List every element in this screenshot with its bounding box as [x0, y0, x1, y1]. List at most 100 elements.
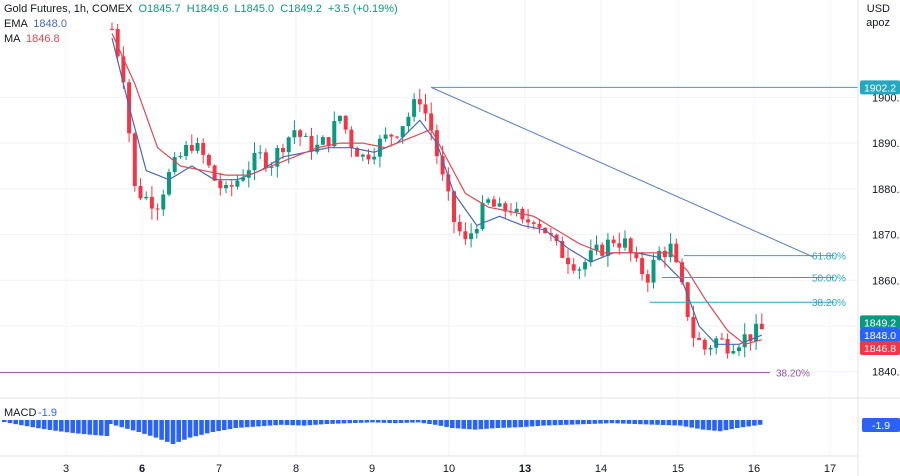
candle-body[interactable]	[554, 234, 559, 241]
candle-body[interactable]	[138, 185, 143, 199]
candle-body[interactable]	[514, 208, 519, 213]
candle-body[interactable]	[531, 222, 536, 224]
candle-body[interactable]	[566, 257, 570, 265]
candle-body[interactable]	[115, 29, 120, 57]
candle-body[interactable]	[463, 231, 468, 240]
candle-body[interactable]	[406, 116, 411, 127]
candle-body[interactable]	[349, 129, 354, 149]
candle-body[interactable]	[400, 126, 405, 138]
candle-body[interactable]	[252, 152, 257, 171]
candle-body[interactable]	[332, 121, 337, 147]
candle-body[interactable]	[691, 316, 696, 338]
candle-body[interactable]	[167, 172, 171, 195]
candle-body[interactable]	[161, 194, 166, 210]
ma-row[interactable]: MA 1846.8	[4, 32, 398, 47]
candle-body[interactable]	[440, 156, 445, 175]
candle-body[interactable]	[748, 334, 753, 342]
candle-body[interactable]	[121, 56, 126, 83]
candle-body[interactable]	[269, 166, 274, 168]
candle-body[interactable]	[343, 115, 348, 130]
candle-body[interactable]	[258, 152, 263, 154]
candle-body[interactable]	[611, 239, 616, 244]
ema-row[interactable]: EMA 1848.0	[4, 17, 398, 32]
candle-body[interactable]	[628, 238, 633, 254]
candle-body[interactable]	[680, 262, 684, 283]
candle-body[interactable]	[605, 239, 610, 256]
candle-body[interactable]	[298, 130, 303, 137]
symbol-name[interactable]: Gold Futures, 1h, COMEX	[4, 3, 133, 15]
candle-body[interactable]	[303, 135, 308, 137]
high-price-tag[interactable]	[860, 80, 900, 95]
candle-body[interactable]	[714, 338, 719, 348]
candle-body[interactable]	[737, 347, 741, 352]
candle-body[interactable]	[480, 202, 485, 230]
candle-body[interactable]	[338, 115, 342, 122]
candle-body[interactable]	[417, 99, 422, 105]
candle-body[interactable]	[355, 148, 360, 157]
candle-body[interactable]	[469, 233, 474, 240]
ma-line[interactable]	[111, 33, 762, 345]
candle-body[interactable]	[178, 155, 183, 158]
candle-body[interactable]	[662, 250, 667, 258]
candle-body[interactable]	[377, 138, 382, 157]
candle-body[interactable]	[634, 253, 639, 259]
ema-price-tag[interactable]	[860, 328, 900, 343]
candle-body[interactable]	[309, 135, 314, 152]
candle-body[interactable]	[697, 337, 702, 340]
candle-body[interactable]	[452, 191, 456, 222]
candle-body[interactable]	[195, 142, 200, 151]
candle-body[interactable]	[640, 258, 645, 275]
candle-body[interactable]	[110, 28, 114, 30]
candle-body[interactable]	[446, 174, 451, 192]
trendline[interactable]	[430, 86, 814, 258]
candle-body[interactable]	[725, 339, 730, 354]
candle-body[interactable]	[674, 243, 679, 263]
candle-body[interactable]	[372, 156, 377, 160]
candle-body[interactable]	[617, 243, 622, 248]
candle-body[interactable]	[526, 219, 531, 223]
candle-body[interactable]	[263, 152, 268, 168]
candle-body[interactable]	[155, 208, 160, 210]
candle-body[interactable]	[320, 137, 325, 145]
candle-body[interactable]	[395, 136, 399, 138]
candle-body[interactable]	[651, 259, 656, 283]
candle-body[interactable]	[708, 347, 713, 350]
candle-body[interactable]	[719, 338, 724, 340]
candle-body[interactable]	[184, 145, 189, 156]
candle-body[interactable]	[229, 185, 234, 187]
candle-body[interactable]	[235, 180, 240, 187]
candle-body[interactable]	[571, 264, 576, 271]
candle-body[interactable]	[583, 262, 588, 270]
candle-body[interactable]	[360, 154, 365, 157]
candle-body[interactable]	[486, 199, 491, 203]
candle-body[interactable]	[172, 157, 177, 173]
candle-body[interactable]	[281, 147, 285, 153]
candle-body[interactable]	[389, 134, 394, 137]
candle-body[interactable]	[149, 196, 154, 209]
candle-body[interactable]	[685, 282, 690, 317]
candle-body[interactable]	[491, 199, 496, 207]
candle-body[interactable]	[218, 180, 223, 189]
candle-body[interactable]	[702, 339, 707, 350]
candle-body[interactable]	[577, 269, 582, 271]
candle-body[interactable]	[423, 104, 428, 114]
scale-corner[interactable]: USD apoz	[866, 2, 890, 30]
candle-body[interactable]	[594, 244, 599, 251]
candle-body[interactable]	[429, 113, 434, 131]
candle-body[interactable]	[275, 147, 280, 167]
candle-body[interactable]	[412, 99, 417, 117]
candle-body[interactable]	[201, 142, 206, 155]
candle-body[interactable]	[759, 323, 764, 330]
candle-body[interactable]	[645, 274, 650, 283]
candle-body[interactable]	[742, 334, 747, 348]
candle-body[interactable]	[383, 134, 388, 139]
candle-body[interactable]	[457, 221, 462, 232]
candle-body[interactable]	[657, 250, 662, 260]
candle-body[interactable]	[474, 229, 479, 234]
candle-body[interactable]	[246, 170, 251, 178]
candle-body[interactable]	[144, 196, 149, 199]
candle-body[interactable]	[292, 130, 297, 138]
candle-body[interactable]	[286, 137, 291, 153]
candle-body[interactable]	[560, 240, 565, 258]
